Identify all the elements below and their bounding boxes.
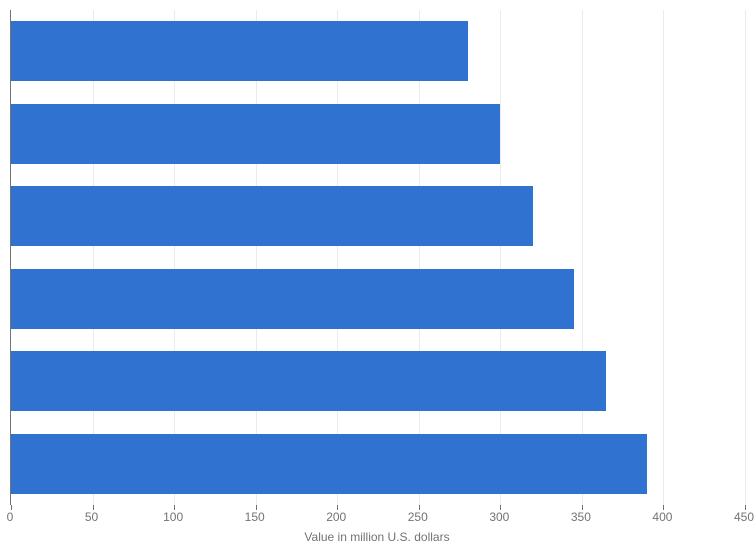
bar [11, 269, 574, 329]
bar [11, 434, 647, 494]
bar-slot [11, 175, 745, 258]
bar [11, 104, 500, 164]
x-tick-label: 450 [734, 510, 754, 524]
bar-slot [11, 423, 745, 506]
x-tick-label: 100 [163, 510, 183, 524]
bar [11, 186, 533, 246]
x-tick-label: 150 [245, 510, 265, 524]
chart-container: Value in million U.S. dollars 0 50 100 150 2… [10, 10, 744, 550]
x-tick-label: 50 [85, 510, 98, 524]
bar-slot [11, 93, 745, 176]
x-tick-label: 350 [571, 510, 591, 524]
bar-slot [11, 10, 745, 93]
x-tick-label: 0 [7, 510, 14, 524]
gridline [745, 10, 746, 505]
x-tick-label: 300 [489, 510, 509, 524]
bar-slot [11, 258, 745, 341]
bar-slot [11, 340, 745, 423]
x-tick-label: 400 [652, 510, 672, 524]
x-tick-label: 250 [408, 510, 428, 524]
bar [11, 21, 468, 81]
x-axis-label: Value in million U.S. dollars [10, 530, 744, 544]
plot-area [10, 10, 744, 505]
x-tick-label: 200 [326, 510, 346, 524]
bar [11, 351, 606, 411]
